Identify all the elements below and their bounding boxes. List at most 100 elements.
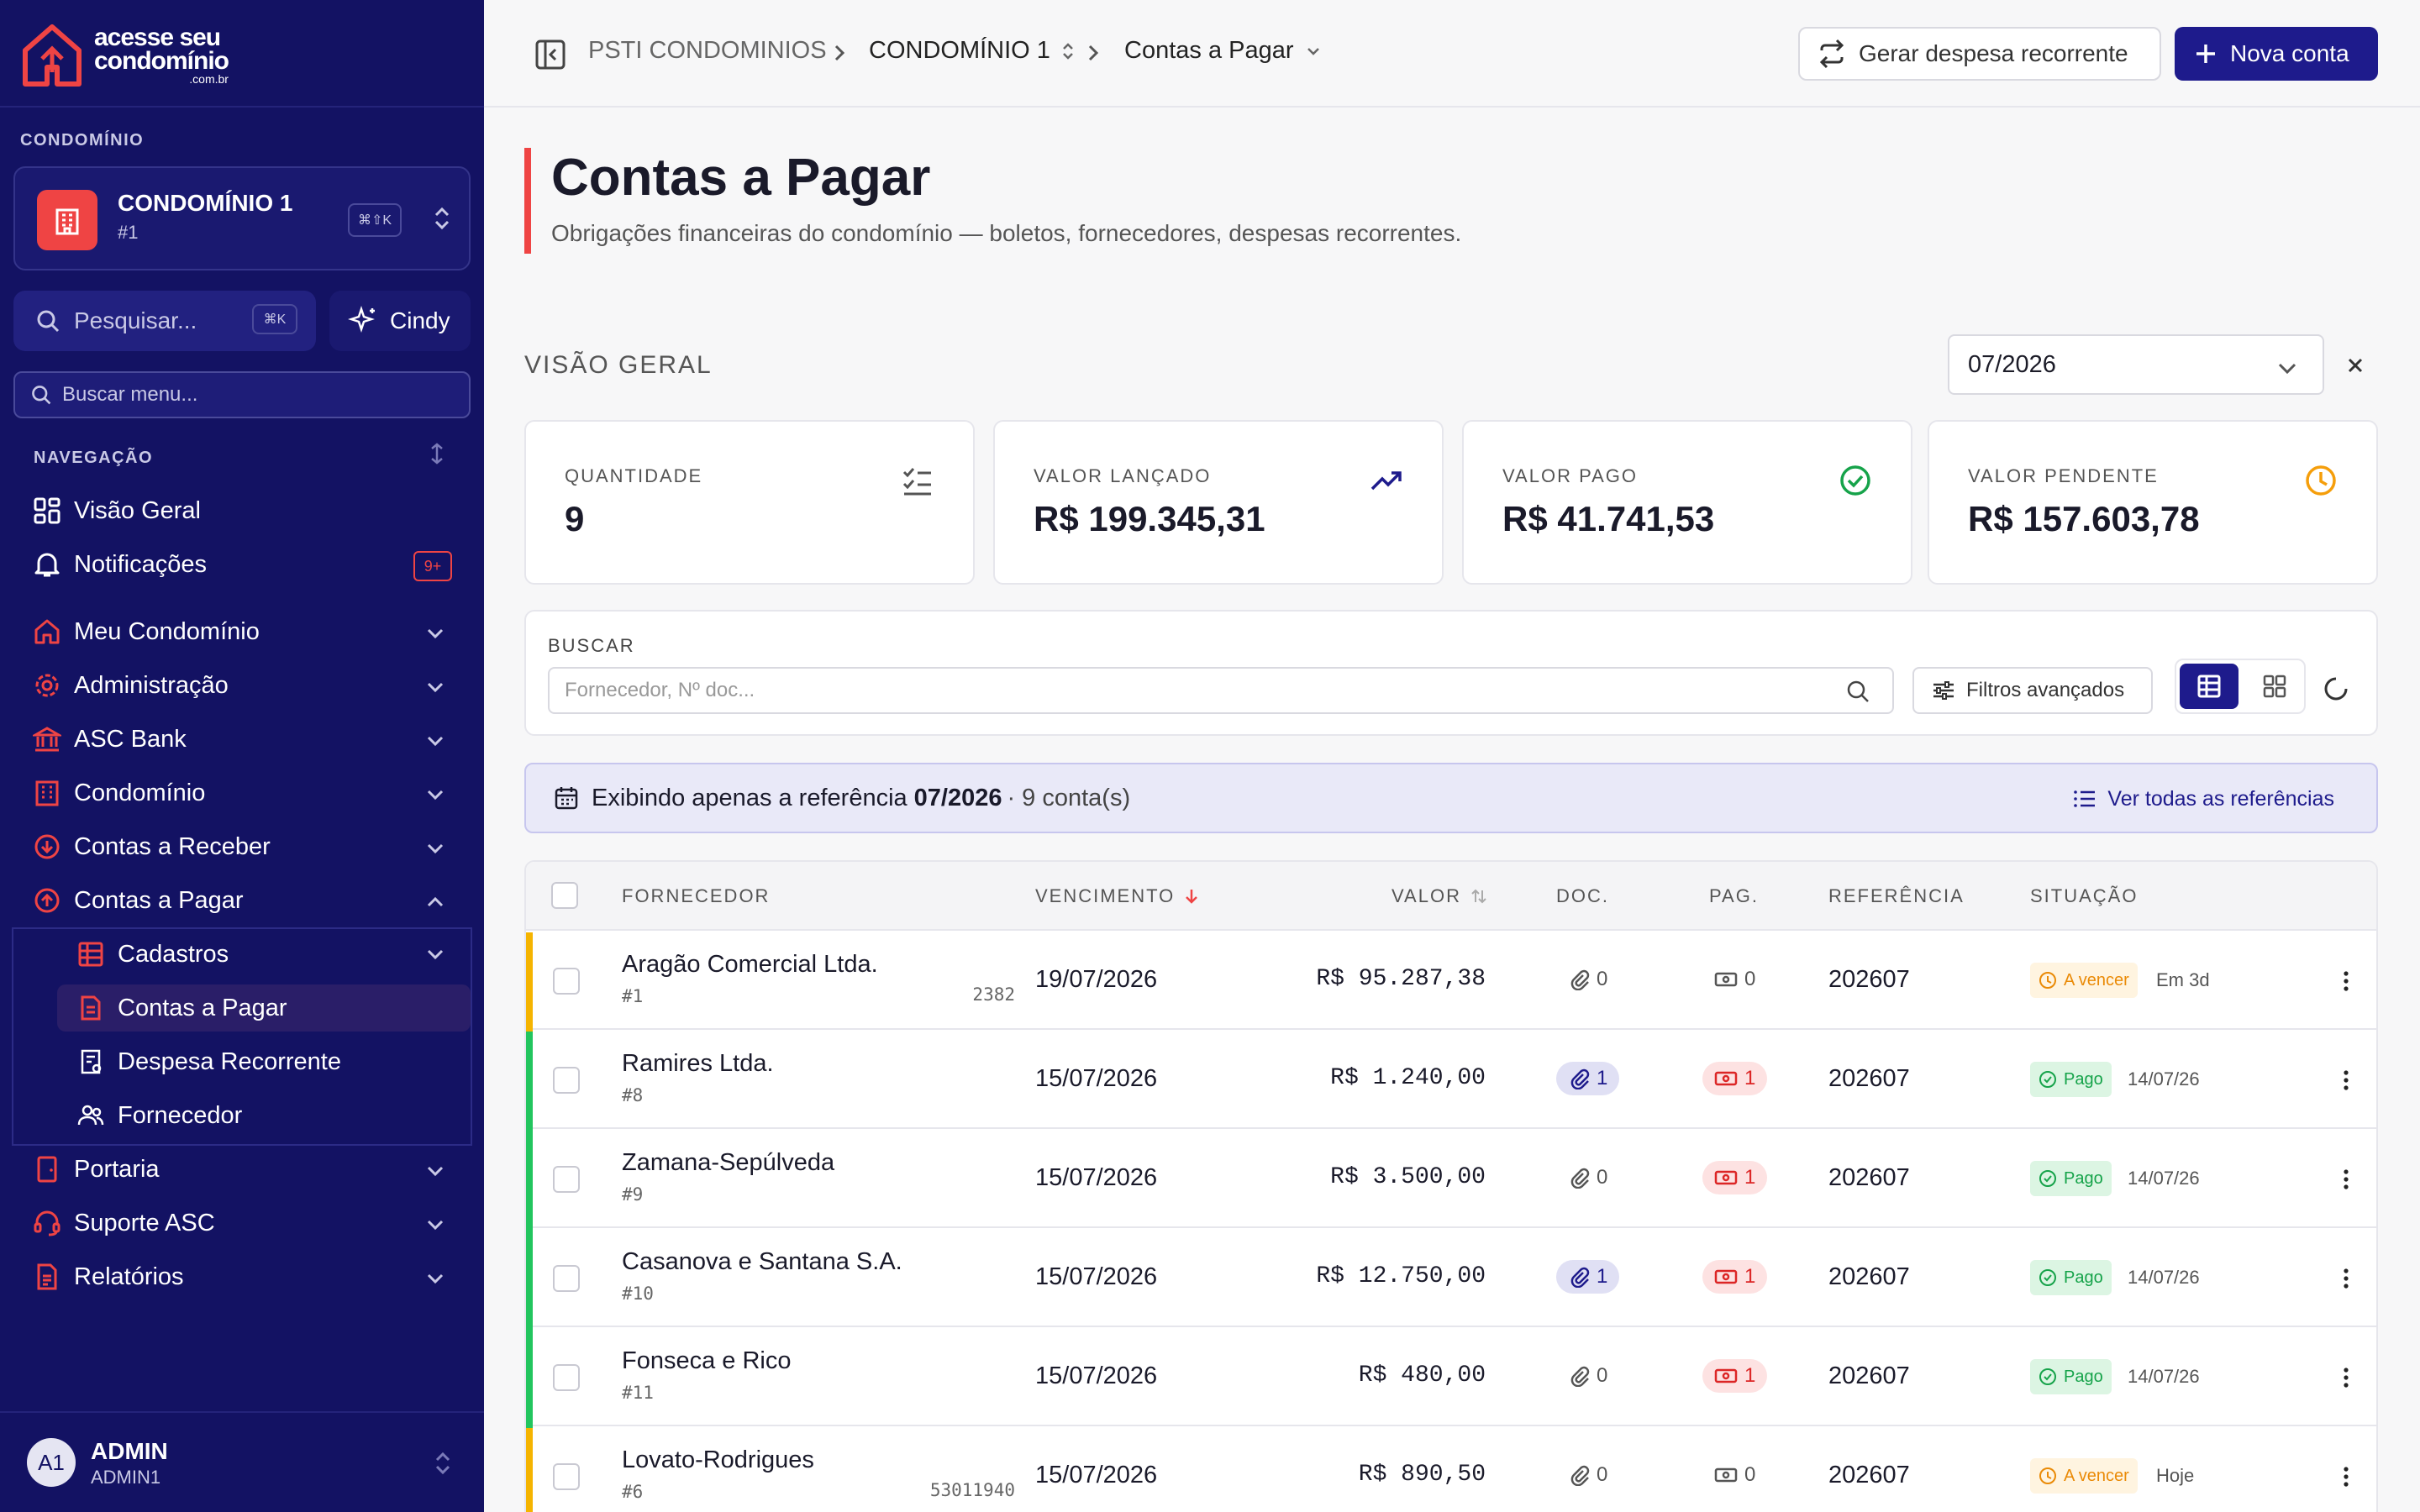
row-checkbox[interactable] bbox=[553, 1364, 580, 1391]
sidebar: acesse seu condomínio .com.br CONDOMÍNIO… bbox=[0, 0, 484, 1512]
house-logo-icon bbox=[23, 24, 82, 87]
sidebar-subitem-despesa-recorrente[interactable]: Despesa Recorrente bbox=[74, 1038, 471, 1085]
reference: 202607 bbox=[1828, 1065, 1910, 1092]
kpi-paid-card: VALOR PAGO R$ 41.741,53 bbox=[1462, 420, 1912, 585]
doc-count-badge[interactable]: 0 bbox=[1556, 1458, 1619, 1492]
amount: R$ 1.240,00 bbox=[1330, 1065, 1486, 1091]
menu-search-input[interactable]: Buscar menu... bbox=[13, 371, 471, 418]
more-vertical-icon[interactable] bbox=[2331, 966, 2361, 996]
sidebar-toggle-icon[interactable] bbox=[534, 39, 566, 71]
more-vertical-icon[interactable] bbox=[2331, 1164, 2361, 1194]
doc-count: 0 bbox=[1597, 1463, 1608, 1486]
row-checkbox[interactable] bbox=[553, 1463, 580, 1490]
payment-count-badge[interactable]: 1 bbox=[1702, 1260, 1768, 1294]
cash-icon bbox=[1714, 1368, 1738, 1383]
amount: R$ 12.750,00 bbox=[1316, 1263, 1486, 1289]
paperclip-icon bbox=[1570, 1366, 1590, 1387]
new-account-button[interactable]: Nova conta bbox=[2175, 27, 2378, 81]
sidebar-subitem-fornecedor[interactable]: Fornecedor bbox=[74, 1092, 471, 1139]
sidebar-item-notificacoes[interactable]: Notificações bbox=[30, 544, 471, 585]
breadcrumb-condo[interactable]: CONDOMÍNIO 1 bbox=[869, 37, 1077, 65]
header-vencimento[interactable]: VENCIMENTO bbox=[1035, 885, 1200, 907]
paperclip-icon bbox=[1570, 1465, 1590, 1486]
drag-handle-icon[interactable] bbox=[425, 442, 449, 465]
supplier-name[interactable]: Casanova e Santana S.A. bbox=[622, 1248, 902, 1275]
sidebar-item-condominio[interactable]: Condomínio bbox=[30, 773, 471, 813]
payment-count-badge[interactable]: 1 bbox=[1702, 1359, 1768, 1393]
header-fornecedor[interactable]: FORNECEDOR bbox=[622, 885, 771, 906]
table-row[interactable]: Ramires Ltda. #8 15/07/2026 R$ 1.240,00 … bbox=[526, 1032, 2376, 1131]
more-vertical-icon[interactable] bbox=[2331, 1065, 2361, 1095]
search-placeholder: Fornecedor, Nº doc... bbox=[565, 679, 755, 701]
user-menu[interactable]: A1 ADMIN ADMIN1 bbox=[0, 1411, 484, 1512]
chevron-down-icon bbox=[427, 736, 444, 747]
breadcrumb-root[interactable]: PSTI CONDOMINIOS bbox=[588, 37, 827, 64]
sidebar-subitem-cadastros[interactable]: Cadastros bbox=[74, 931, 471, 978]
doc-count-badge[interactable]: 0 bbox=[1556, 1359, 1619, 1393]
more-vertical-icon[interactable] bbox=[2331, 1362, 2361, 1393]
doc-count-badge[interactable]: 1 bbox=[1556, 1062, 1620, 1095]
supplier-name[interactable]: Ramires Ltda. bbox=[622, 1050, 774, 1077]
supplier-name[interactable]: Zamana-Sepúlveda bbox=[622, 1149, 835, 1176]
month-select[interactable]: 07/2026 bbox=[1948, 334, 2324, 395]
payment-count-badge[interactable]: 0 bbox=[1702, 1458, 1767, 1492]
payment-count-badge[interactable]: 1 bbox=[1702, 1062, 1768, 1095]
global-search[interactable]: Pesquisar... ⌘K bbox=[13, 291, 316, 351]
condo-id: #1 bbox=[118, 222, 139, 243]
more-vertical-icon[interactable] bbox=[2331, 1263, 2361, 1294]
status-strip bbox=[526, 1230, 533, 1329]
table-view-button[interactable] bbox=[2180, 664, 2238, 709]
sidebar-item-visao-geral[interactable]: Visão Geral bbox=[30, 491, 471, 531]
supplier-id: #6 bbox=[622, 1482, 644, 1502]
sidebar-item-suporte[interactable]: Suporte ASC bbox=[30, 1203, 471, 1243]
supplier-name[interactable]: Lovato-Rodrigues bbox=[622, 1446, 814, 1473]
row-checkbox[interactable] bbox=[553, 968, 580, 995]
table-row[interactable]: Fonseca e Rico #11 15/07/2026 R$ 480,00 … bbox=[526, 1329, 2376, 1428]
advanced-filters-button[interactable]: Filtros avançados bbox=[1912, 667, 2153, 714]
payment-count-badge[interactable]: 0 bbox=[1702, 963, 1767, 996]
more-vertical-icon[interactable] bbox=[2331, 1462, 2361, 1492]
sidebar-item-contas-receber[interactable]: Contas a Receber bbox=[30, 827, 471, 867]
view-all-references-link[interactable]: Ver todas as referências bbox=[2072, 786, 2334, 811]
payment-count-badge[interactable]: 1 bbox=[1702, 1161, 1768, 1194]
doc-count-badge[interactable]: 1 bbox=[1556, 1260, 1620, 1294]
chevron-updown-icon bbox=[434, 207, 450, 230]
doc-count-badge[interactable]: 0 bbox=[1556, 963, 1619, 996]
row-checkbox[interactable] bbox=[553, 1067, 580, 1094]
table-row[interactable]: Lovato-Rodrigues #6 53011940 15/07/2026 … bbox=[526, 1428, 2376, 1512]
close-icon[interactable] bbox=[2343, 353, 2368, 378]
supplier-name[interactable]: Fonseca e Rico bbox=[622, 1347, 792, 1374]
table-row[interactable]: Zamana-Sepúlveda #9 15/07/2026 R$ 3.500,… bbox=[526, 1131, 2376, 1230]
filter-panel: BUSCAR Fornecedor, Nº doc... Filtros ava… bbox=[524, 610, 2378, 736]
doc-count: 0 bbox=[1597, 968, 1608, 990]
document-number: 53011940 bbox=[929, 1480, 1015, 1500]
chevron-right-icon bbox=[1088, 45, 1099, 61]
sidebar-item-relatorios[interactable]: Relatórios bbox=[30, 1257, 471, 1297]
sidebar-item-contas-pagar[interactable]: Contas a Pagar bbox=[30, 880, 471, 921]
breadcrumb-page[interactable]: Contas a Pagar bbox=[1124, 37, 1323, 65]
sidebar-item-asc-bank[interactable]: ASC Bank bbox=[30, 719, 471, 759]
brand-logo[interactable]: acesse seu condomínio .com.br bbox=[18, 22, 229, 89]
clock-icon bbox=[2306, 465, 2336, 496]
assistant-button[interactable]: Cindy bbox=[329, 291, 471, 351]
search-input[interactable]: Fornecedor, Nº doc... bbox=[548, 667, 1894, 714]
supplier-name[interactable]: Aragão Comercial Ltda. bbox=[622, 951, 878, 978]
select-all-checkbox[interactable] bbox=[551, 882, 578, 909]
table-row[interactable]: Aragão Comercial Ltda. #1 2382 19/07/202… bbox=[526, 932, 2376, 1032]
condo-selector[interactable]: CONDOMÍNIO 1 #1 ⌘⇧K bbox=[13, 166, 471, 270]
amount: R$ 480,00 bbox=[1358, 1362, 1486, 1389]
row-checkbox[interactable] bbox=[553, 1265, 580, 1292]
sidebar-item-portaria[interactable]: Portaria bbox=[30, 1149, 471, 1189]
header-valor[interactable]: VALOR bbox=[1392, 885, 1488, 907]
generate-recurring-button[interactable]: Gerar despesa recorrente bbox=[1798, 27, 2161, 81]
sidebar-item-administracao[interactable]: Administração bbox=[30, 665, 471, 706]
grid-view-button[interactable] bbox=[2247, 664, 2302, 709]
sidebar-item-meu-condominio[interactable]: Meu Condomínio bbox=[30, 612, 471, 652]
reference-banner: Exibindo apenas a referência 07/2026 · 9… bbox=[524, 763, 2378, 833]
row-checkbox[interactable] bbox=[553, 1166, 580, 1193]
sidebar-subitem-contas-pagar[interactable]: Contas a Pagar bbox=[57, 984, 471, 1032]
doc-count-badge[interactable]: 0 bbox=[1556, 1161, 1619, 1194]
status-label: Pago bbox=[2064, 1268, 2103, 1287]
refresh-icon[interactable] bbox=[2321, 674, 2351, 704]
table-row[interactable]: Casanova e Santana S.A. #10 15/07/2026 R… bbox=[526, 1230, 2376, 1329]
